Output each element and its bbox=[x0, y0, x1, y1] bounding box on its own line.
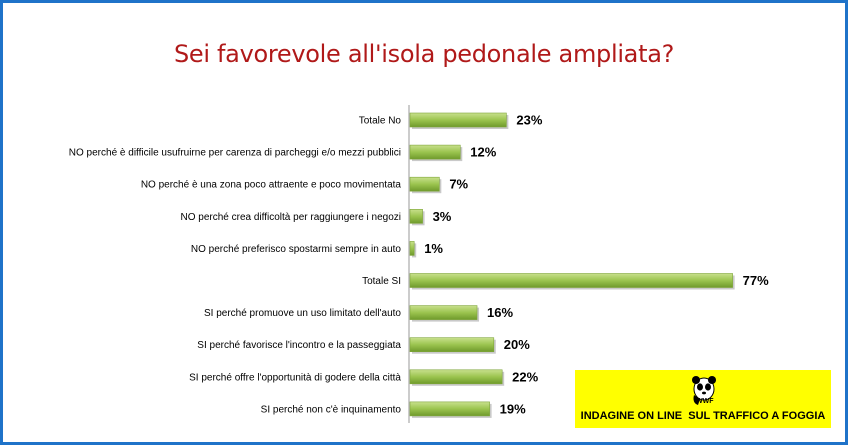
category-label: NO perché è una zona poco attraente e po… bbox=[141, 180, 402, 191]
wwf-badge: WWF INDAGINE ON LINE SUL TRAFFICO A FOGG… bbox=[575, 370, 831, 428]
bar bbox=[409, 209, 423, 224]
category-label: Totale No bbox=[359, 116, 402, 127]
category-label: NO perché preferisco spostarmi sempre in… bbox=[191, 244, 402, 255]
bar bbox=[409, 144, 461, 160]
data-label: 1% bbox=[424, 241, 443, 256]
chart-title: Sei favorevole all'isola pedonale amplia… bbox=[173, 40, 675, 68]
data-label: 20% bbox=[504, 337, 530, 352]
bar bbox=[409, 273, 733, 288]
data-label: 19% bbox=[500, 401, 526, 416]
bar bbox=[409, 241, 415, 256]
bar bbox=[409, 112, 507, 128]
data-label: 77% bbox=[743, 273, 769, 288]
bar bbox=[409, 401, 490, 417]
data-label: 3% bbox=[433, 209, 452, 224]
bar bbox=[409, 176, 440, 192]
bar bbox=[409, 305, 478, 320]
category-label: SI perché offre l'opportunità di godere … bbox=[189, 372, 401, 383]
bar bbox=[409, 337, 495, 353]
data-label: 7% bbox=[449, 177, 468, 192]
data-label: 12% bbox=[470, 145, 496, 160]
category-label: Totale SI bbox=[362, 276, 401, 287]
data-label: 16% bbox=[487, 305, 513, 320]
category-label: NO perché crea difficoltà per raggiunger… bbox=[181, 212, 402, 223]
data-label: 23% bbox=[516, 113, 542, 128]
category-label: SI perché favorisce l'incontro e la pass… bbox=[197, 340, 401, 351]
panda-logo-icon bbox=[692, 376, 716, 405]
wwf-logo-text: WWF bbox=[696, 398, 714, 405]
category-label: SI perché non c'è inquinamento bbox=[261, 404, 402, 415]
wwf-caption: INDAGINE ON LINE SUL TRAFFICO A FOGGIA bbox=[580, 410, 826, 422]
category-label: NO perché è difficile usufruirne per car… bbox=[69, 148, 401, 159]
data-label: 22% bbox=[512, 369, 538, 384]
bar bbox=[409, 369, 503, 385]
category-label: SI perché promuove un uso limitato dell'… bbox=[204, 308, 401, 319]
